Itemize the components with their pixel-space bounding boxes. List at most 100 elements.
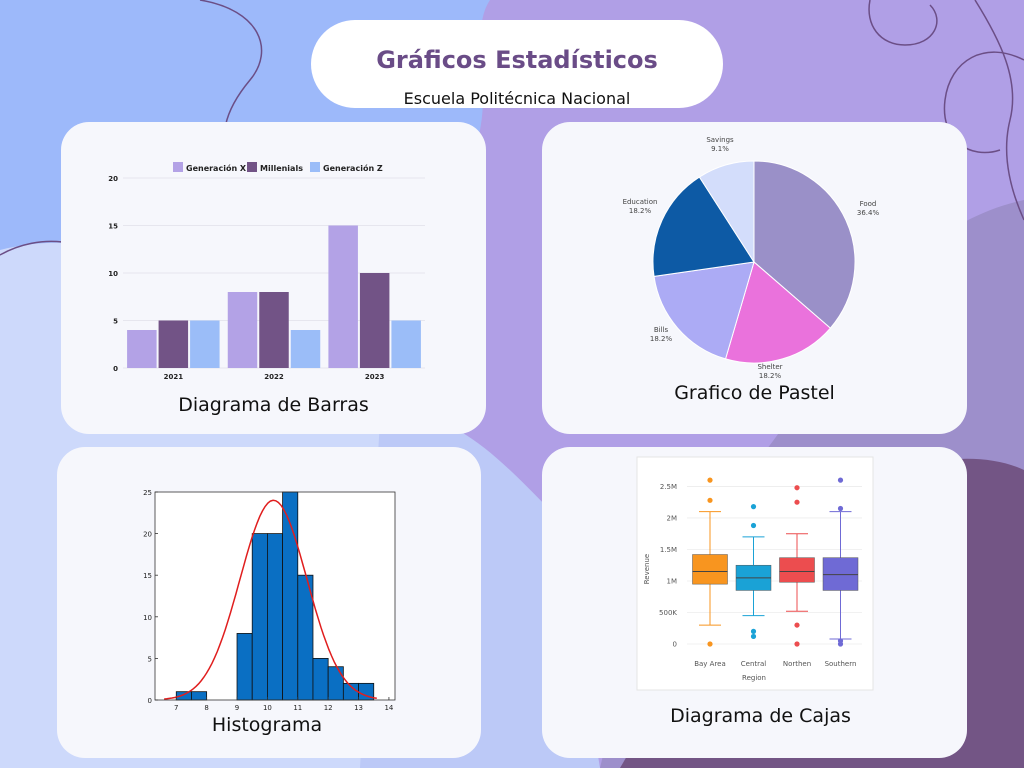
histogram-xtick-label: 10 <box>263 704 272 712</box>
bar-ytick-label: 0 <box>113 365 118 373</box>
box-outlier <box>794 641 800 647</box>
pie-pct-bills: 18.2% <box>650 335 673 343</box>
bar-xtick-label: 2022 <box>264 373 284 381</box>
pie-pct-education: 18.2% <box>629 207 652 215</box>
pie-slice-savings <box>698 160 755 264</box>
pie-chart-caption: Grafico de Pastel <box>674 382 835 404</box>
histogram-bar <box>236 633 253 701</box>
box-outlier <box>707 477 713 483</box>
pie-label-education: Education <box>623 198 658 206</box>
pie-pct-savings: 9.1% <box>711 145 729 153</box>
bar-ytick-label: 15 <box>108 223 118 231</box>
histogram-frame <box>154 491 396 701</box>
page-subtitle: Escuela Politécnica Nacional <box>403 89 631 108</box>
histogram-ytick-label: 5 <box>148 655 152 663</box>
bar-millenials-2022 <box>259 292 289 368</box>
histogram-bar <box>251 533 268 701</box>
bar-ytick-label: 20 <box>108 175 118 183</box>
box-plot-chart: Revenue Region 0 500K 1M 1.5M 2M 2.5M Bay Area… <box>636 456 874 691</box>
header-banner: Gráficos Estadísticos Escuela Politécnic… <box>311 20 723 108</box>
box-xtick-label: Bay Area <box>694 660 726 668</box>
histogram-bar <box>312 657 329 701</box>
box-xtick-label: Northen <box>783 660 811 668</box>
legend-swatch-genx <box>173 162 183 172</box>
histogram-bar <box>191 691 208 701</box>
box-ytick-label: 0 <box>673 641 677 649</box>
box-outlier <box>837 641 844 647</box>
box-outlier <box>750 628 757 634</box>
bar-generaci-n-z-2022 <box>290 330 321 368</box>
histogram-xtick-label: 13 <box>354 704 363 712</box>
pie-chart: Food36.4%Shelter18.2%Bills18.2%Education… <box>623 136 880 380</box>
box-bay-area <box>692 554 728 585</box>
box-outlier <box>837 477 844 483</box>
box-northen <box>779 557 815 583</box>
box-ytick-label: 1M <box>667 577 678 585</box>
legend-label-genx: Generación X <box>186 163 247 173</box>
box-ytick-label: 500K <box>659 609 677 617</box>
legend-label-genz: Generación Z <box>323 163 383 173</box>
histogram-chart: 0 5 10 15 20 25 7 8 9 10 11 12 13 14 <box>143 489 396 712</box>
histogram-xtick-label: 12 <box>324 704 333 712</box>
histogram-xtick-label: 8 <box>204 704 208 712</box>
histogram-ytick-label: 20 <box>143 531 152 539</box>
box-ytick-label: 1.5M <box>660 546 677 554</box>
pie-pct-food: 36.4% <box>857 209 880 217</box>
bar-generaci-n-x-2021 <box>127 330 157 368</box>
legend-swatch-genz <box>310 162 320 172</box>
box-xtick-label: Southern <box>825 660 857 668</box>
histogram-xtick-label: 9 <box>235 704 239 712</box>
box-plot-card: Revenue Region 0 500K 1M 1.5M 2M 2.5M Bay Area… <box>542 447 967 758</box>
bar-generaci-n-x-2022 <box>227 292 258 368</box>
pie-label-savings: Savings <box>706 136 734 144</box>
box-outlier <box>794 485 800 491</box>
histogram-card: 0 5 10 15 20 25 7 8 9 10 11 12 13 14 Histograma <box>57 447 481 758</box>
histogram-xtick-label: 11 <box>293 704 302 712</box>
bar-generaci-n-z-2021 <box>190 320 220 368</box>
box-outlier <box>750 633 757 640</box>
pie-pct-shelter: 18.2% <box>759 372 782 380</box>
box-ylabel: Revenue <box>643 554 651 585</box>
bar-chart-caption: Diagrama de Barras <box>178 394 369 416</box>
box-outlier <box>750 504 757 510</box>
pie-slice-bills <box>653 261 755 360</box>
histogram-caption: Histograma <box>211 714 323 736</box>
bar-chart-card: Generación X Millenials Generación Z 0 5 1… <box>61 122 486 434</box>
box-outlier <box>707 497 713 503</box>
pie-chart-card: Food 36.4% Shelter 18.2% Bills 18.2% Education… <box>542 122 967 434</box>
box-ytick-label: 2.5M <box>660 483 677 491</box>
box-outlier <box>794 622 800 628</box>
legend-swatch-millenials <box>247 162 257 172</box>
box-xlabel: Region <box>742 674 766 682</box>
bar-ytick-label: 5 <box>113 318 118 326</box>
box-outlier <box>837 505 844 512</box>
bar-xtick-label: 2023 <box>365 373 385 381</box>
pie-label-shelter: Shelter <box>757 363 782 371</box>
bar-xtick-label: 2021 <box>164 373 184 381</box>
histogram-bar <box>327 666 344 701</box>
box-plot-caption: Diagrama de Cajas <box>670 705 851 727</box>
bar-chart: Generación X Millenials Generación Z 0 5 1… <box>108 162 425 381</box>
histogram-bar <box>267 533 283 701</box>
bar-generaci-n-x-2023 <box>328 225 358 368</box>
box-outlier <box>794 499 800 505</box>
box-southern <box>822 557 859 591</box>
box-xtick-label: Central <box>741 660 767 668</box>
box-outlier <box>707 641 713 647</box>
histogram-xtick-label: 7 <box>174 704 178 712</box>
pie-label-food: Food <box>860 200 877 208</box>
pie-slice-education <box>652 176 755 277</box>
pie-slice-shelter <box>724 261 832 364</box>
histogram-ytick-label: 10 <box>143 614 152 622</box>
box-outlier <box>750 522 757 529</box>
histogram-normal-curve <box>164 499 377 700</box>
page-title: Gráficos Estadísticos <box>376 46 658 74</box>
histogram-xtick-label: 14 <box>384 704 393 712</box>
legend-label-millenials: Millenials <box>260 164 303 173</box>
pie-slice-food <box>753 160 856 329</box>
histogram-ytick-label: 15 <box>143 572 152 580</box>
bar-generaci-n-z-2023 <box>391 320 421 368</box>
box-ytick-label: 2M <box>667 514 678 522</box>
histogram-ytick-label: 25 <box>143 489 152 497</box>
bar-legend: Generación X Millenials Generación Z <box>173 162 383 173</box>
